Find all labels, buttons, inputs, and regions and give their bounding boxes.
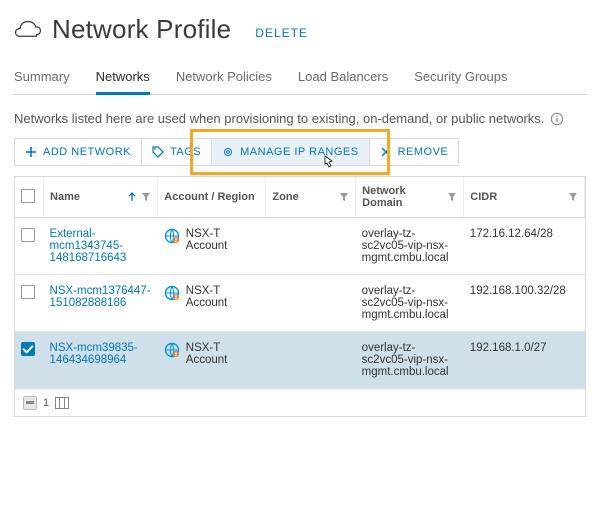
network-name-link[interactable]: NSX-mcm39835-146434698964 <box>50 342 138 366</box>
cidr-cell: 192.168.1.0/27 <box>464 332 584 389</box>
account-text: NSX-T Account <box>186 342 260 366</box>
col-zone[interactable]: Zone <box>266 177 356 218</box>
description-text: Networks listed here are used when provi… <box>14 111 544 126</box>
nsx-account-icon <box>164 228 180 244</box>
network-name-link[interactable]: External-mcm1343745-148168716643 <box>50 228 127 264</box>
col-account[interactable]: Account / Region <box>158 177 266 218</box>
plus-icon <box>25 146 37 158</box>
network-name-link[interactable]: NSX-mcm1376447-151082888186 <box>50 285 151 309</box>
nsx-account-icon <box>164 285 180 301</box>
table-row[interactable]: NSX-mcm39835-146434698964 NSX-T Account ov… <box>15 332 586 389</box>
add-network-button[interactable]: ADD NETWORK <box>14 138 142 166</box>
col-extra[interactable]: Su <box>584 177 586 218</box>
domain-cell: overlay-tz-sc2vc05-vip-nsx-mgmt.cmbu.loc… <box>356 332 464 389</box>
filter-icon <box>568 192 578 202</box>
manage-ip-ranges-button[interactable]: MANAGE IP RANGES <box>212 138 369 166</box>
table-footer: 1 <box>15 389 585 416</box>
cidr-cell: 192.168.100.32/28 <box>464 275 584 332</box>
nsx-account-icon <box>164 342 180 358</box>
row-checkbox[interactable] <box>21 228 35 242</box>
select-all-checkbox[interactable] <box>21 189 35 203</box>
tab-security-groups[interactable]: Security Groups <box>414 61 507 94</box>
footer-checkbox-indeterminate[interactable] <box>23 396 37 410</box>
toolbar: ADD NETWORK TAGS MANAGE IP RANGES REMOVE <box>14 138 586 166</box>
tabs: Summary Networks Network Policies Load B… <box>14 61 586 95</box>
filter-icon <box>447 192 457 202</box>
remove-icon <box>380 146 392 158</box>
selected-count: 1 <box>43 397 49 409</box>
column-toggle-icon[interactable] <box>55 397 69 409</box>
tab-load-balancers[interactable]: Load Balancers <box>298 61 388 94</box>
row-checkbox[interactable] <box>21 285 35 299</box>
tags-button[interactable]: TAGS <box>142 138 212 166</box>
cloud-icon <box>14 19 42 41</box>
delete-link[interactable]: DELETE <box>255 26 308 40</box>
gear-icon <box>222 146 234 158</box>
domain-cell: overlay-tz-sc2vc05-vip-nsx-mgmt.cmbu.loc… <box>356 275 464 332</box>
row-checkbox[interactable] <box>21 342 35 356</box>
page-title: Network Profile <box>52 14 231 45</box>
tab-networks[interactable]: Networks <box>96 61 150 95</box>
zone-cell <box>266 275 356 332</box>
filter-icon <box>339 192 349 202</box>
col-cidr[interactable]: CIDR <box>464 177 584 218</box>
cursor-icon <box>319 154 337 172</box>
domain-cell: overlay-tz-sc2vc05-vip-nsx-mgmt.cmbu.loc… <box>356 218 464 275</box>
filter-icon <box>141 192 151 202</box>
table-row[interactable]: NSX-mcm1376447-151082888186 NSX-T Account… <box>15 275 586 332</box>
tags-icon <box>152 146 164 158</box>
tab-network-policies[interactable]: Network Policies <box>176 61 272 94</box>
account-text: NSX-T Account <box>186 285 260 309</box>
networks-table: Name Account / Region Zone <box>14 176 586 417</box>
info-icon <box>550 112 564 126</box>
col-name[interactable]: Name <box>44 177 158 218</box>
table-row[interactable]: External-mcm1343745-148168716643 NSX-T Ac… <box>15 218 586 275</box>
zone-cell <box>266 332 356 389</box>
sort-asc-icon <box>127 192 137 202</box>
col-checkbox <box>15 177 44 218</box>
tab-summary[interactable]: Summary <box>14 61 70 94</box>
cidr-cell: 172.16.12.64/28 <box>464 218 584 275</box>
remove-button[interactable]: REMOVE <box>370 138 460 166</box>
account-text: NSX-T Account <box>186 228 260 252</box>
col-domain[interactable]: Network Domain <box>356 177 464 218</box>
zone-cell <box>266 218 356 275</box>
